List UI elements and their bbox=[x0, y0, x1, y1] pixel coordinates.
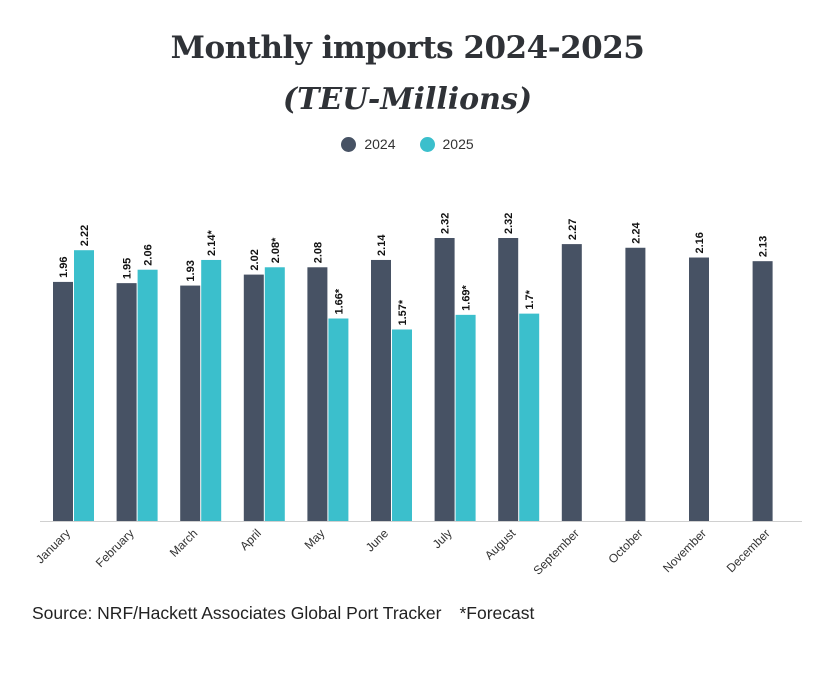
data-label-2024-november: 2.16 bbox=[694, 232, 706, 253]
bar-2024-january bbox=[53, 281, 73, 521]
chart-subtitle: (TEU-Millions) bbox=[282, 82, 533, 117]
legend: 2024 2025 bbox=[0, 136, 815, 152]
x-tick-label-june: June bbox=[363, 526, 392, 555]
x-tick-label-december: December bbox=[724, 526, 773, 575]
bar-2024-july bbox=[434, 238, 455, 521]
data-label-2025-may: 1.66* bbox=[333, 288, 345, 314]
x-tick-label-may: May bbox=[302, 526, 328, 552]
data-label-2025-february: 2.06 bbox=[143, 244, 155, 265]
data-label-2024-july: 2.32 bbox=[440, 213, 452, 234]
data-label-2024-may: 2.08 bbox=[312, 242, 324, 263]
bar-2024-december bbox=[752, 261, 773, 521]
data-label-2024-august: 2.32 bbox=[503, 213, 515, 234]
data-label-2024-february: 1.95 bbox=[122, 258, 134, 279]
x-tick-label-july: July bbox=[430, 526, 455, 551]
x-tick-label-april: April bbox=[237, 526, 264, 553]
source-text: Source: NRF/Hackett Associates Global Po… bbox=[32, 603, 442, 623]
bar-2025-april bbox=[264, 267, 285, 521]
data-label-2024-april: 2.02 bbox=[249, 249, 261, 270]
legend-label-2024: 2024 bbox=[364, 136, 396, 152]
bar-2025-june bbox=[392, 329, 412, 521]
source-note: Source: NRF/Hackett Associates Global Po… bbox=[32, 603, 534, 624]
bar-2024-february bbox=[116, 283, 137, 521]
bar-2024-april bbox=[243, 274, 264, 521]
data-label-2024-march: 1.93 bbox=[185, 260, 197, 281]
data-label-2025-march: 2.14* bbox=[206, 230, 218, 256]
bar-2024-may bbox=[307, 267, 328, 521]
data-label-2025-august: 1.7* bbox=[524, 289, 536, 309]
data-label-2024-june: 2.14 bbox=[376, 234, 388, 256]
x-tick-label-august: August bbox=[482, 526, 519, 563]
bar-2024-october bbox=[625, 247, 646, 522]
data-label-2025-june: 1.57* bbox=[397, 299, 409, 325]
bar-2024-august bbox=[498, 238, 519, 521]
chart-title: Monthly imports 2024-2025 bbox=[170, 30, 645, 66]
x-tick-label-september: September bbox=[531, 526, 582, 577]
data-label-2025-january: 2.22 bbox=[79, 225, 91, 246]
bar-2024-march bbox=[180, 285, 201, 521]
bar-2025-august bbox=[519, 313, 540, 521]
bar-2024-november bbox=[689, 257, 709, 521]
bar-2024-september bbox=[561, 244, 582, 522]
bar-2025-january bbox=[74, 250, 94, 521]
data-label-2025-april: 2.08* bbox=[270, 237, 282, 263]
forecast-note: *Forecast bbox=[459, 603, 535, 623]
data-label-2024-october: 2.24 bbox=[630, 221, 642, 243]
x-tick-label-february: February bbox=[93, 526, 137, 570]
data-label-2025-july: 1.69* bbox=[461, 284, 473, 310]
legend-item-2025: 2025 bbox=[419, 136, 474, 152]
legend-label-2025: 2025 bbox=[442, 136, 474, 152]
bar-2025-march bbox=[201, 259, 222, 521]
x-tick-label-january: January bbox=[33, 526, 73, 566]
legend-item-2024: 2024 bbox=[341, 136, 396, 152]
data-label-2024-september: 2.27 bbox=[567, 219, 579, 240]
bar-2024-june bbox=[371, 259, 391, 521]
bar-2025-february bbox=[137, 269, 158, 521]
legend-swatch-2025 bbox=[419, 136, 435, 152]
bar-2025-may bbox=[328, 318, 349, 521]
x-tick-label-october: October bbox=[605, 526, 645, 566]
x-tick-label-march: March bbox=[167, 526, 200, 559]
legend-swatch-2024 bbox=[341, 136, 357, 152]
data-label-2024-december: 2.13 bbox=[758, 236, 770, 257]
data-label-2024-january: 1.96 bbox=[58, 256, 70, 277]
x-tick-label-november: November bbox=[660, 526, 709, 575]
bar-2025-july bbox=[455, 314, 476, 521]
